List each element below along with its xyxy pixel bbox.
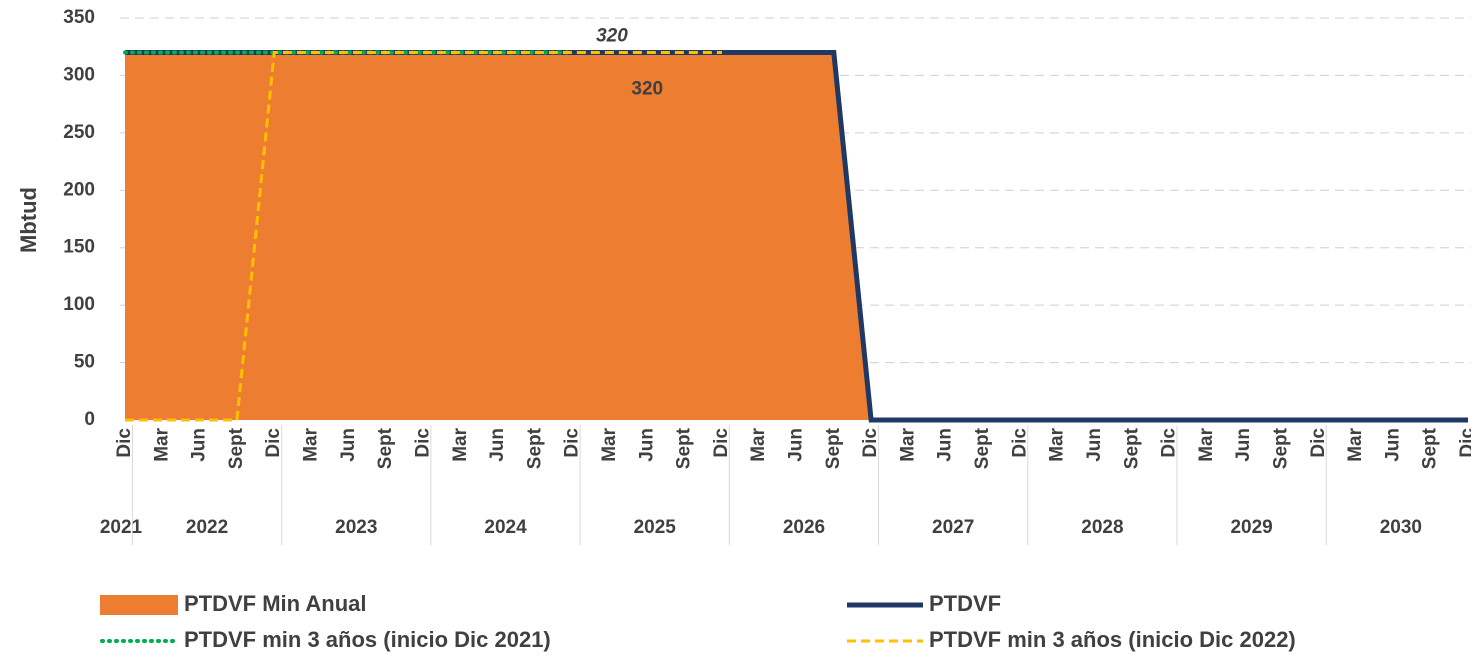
legend-label: PTDVF [929,591,1001,616]
x-tick-label: Dic [1308,428,1329,458]
x-tick-label: Mar [1047,427,1068,461]
y-tick-label: 200 [63,179,95,200]
year-label: 2022 [186,517,228,538]
x-tick-label: Jun [636,428,657,462]
x-tick-label: Sept [1420,427,1441,469]
data-label: 320 [631,78,663,99]
x-tick-label: Dic [562,428,583,458]
x-tick-label: Dic [263,428,284,458]
x-tick-label: Mar [450,427,471,461]
x-tick-label: Dic [1457,428,1471,458]
x-tick-label: Mar [301,427,322,461]
y-tick-label: 300 [63,64,95,85]
year-label: 2029 [1230,517,1272,538]
legend-label: PTDVF Min Anual [184,591,367,616]
x-tick-label: Sept [375,427,396,469]
x-tick-label: Jun [935,428,956,462]
x-tick-label: Mar [1196,427,1217,461]
year-label: 2026 [783,517,825,538]
x-tick-label: Sept [823,427,844,469]
year-label: 2030 [1380,517,1422,538]
x-tick-label: Dic [114,428,135,458]
x-tick-label: Dic [860,428,881,458]
x-tick-label: Mar [897,427,918,461]
year-label: 2027 [932,517,974,538]
year-label: 2028 [1081,517,1123,538]
x-tick-label: Jun [1233,428,1254,462]
x-tick-label: Sept [1270,427,1291,469]
x-tick-label: Jun [487,428,508,462]
line-dashed [125,50,722,422]
y-tick-label: 100 [63,294,95,315]
x-tick-label: Jun [1084,428,1105,462]
year-label: 2025 [634,517,677,538]
x-tick-label: Mar [151,427,172,461]
x-tick-label: Jun [786,428,807,462]
year-label: 2023 [335,517,377,538]
y-tick-label: 50 [74,352,95,373]
x-tick-label: Dic [412,428,433,458]
data-label: 320 [596,25,628,46]
x-tick-label: Sept [972,427,993,469]
x-tick-label: Mar [748,427,769,461]
x-tick-label: Jun [1382,428,1403,462]
legend-swatch [100,595,178,615]
x-tick-label: Dic [1009,428,1030,458]
y-tick-label: 150 [63,237,95,258]
year-label: 2021 [100,517,143,538]
y-tick-label: 350 [63,7,95,28]
year-label: 2024 [484,517,527,538]
x-tick-label: Jun [338,428,359,462]
legend-label: PTDVF min 3 años (inicio Dic 2022) [929,627,1296,652]
area [125,52,1468,420]
x-tick-label: Dic [711,428,732,458]
x-tick-label: Sept [524,427,545,469]
x-tick-label: Mar [1345,427,1366,461]
x-tick-label: Dic [1159,428,1180,458]
x-tick-label: Mar [599,427,620,461]
x-tick-label: Sept [226,427,247,469]
y-tick-label: 250 [63,122,95,143]
x-tick-label: Sept [1121,427,1142,469]
y-axis-label: Mbtud [16,187,41,253]
legend-label: PTDVF min 3 años (inicio Dic 2021) [184,627,551,652]
x-tick-label: Sept [674,427,695,469]
x-tick-label: Jun [189,428,210,462]
y-tick-label: 0 [84,409,95,430]
